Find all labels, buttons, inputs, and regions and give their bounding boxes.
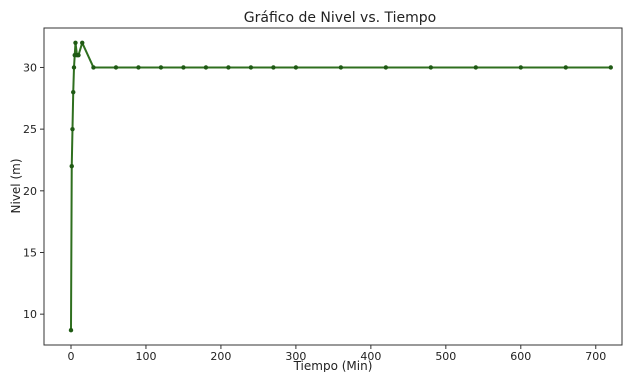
x-tick-label: 300 <box>285 350 306 363</box>
y-tick-label: 20 <box>23 185 37 198</box>
x-tick-label: 200 <box>210 350 231 363</box>
data-point <box>383 65 389 70</box>
y-tick-label: 10 <box>23 308 37 321</box>
data-point <box>71 89 76 95</box>
y-tick-label: 25 <box>23 123 37 136</box>
x-axis: 0 100 200 300 400 500 600 700 <box>67 345 606 363</box>
x-axis-label: Tiempo (Min) <box>293 359 373 372</box>
y-tick-label: 30 <box>23 61 37 74</box>
chart-title: Gráfico de Nivel vs. Tiempo <box>244 10 436 26</box>
x-tick-label: 400 <box>360 350 381 363</box>
data-point <box>271 65 276 70</box>
x-tick-label: 600 <box>510 350 531 363</box>
y-axis: 10 15 20 25 30 <box>23 61 44 321</box>
data-point <box>293 65 299 70</box>
x-tick-label: 700 <box>585 350 606 363</box>
x-tick-label: 0 <box>67 350 74 363</box>
data-point <box>80 40 85 46</box>
series-line <box>69 41 611 331</box>
data-point <box>248 65 254 70</box>
data-point <box>203 65 209 70</box>
data-point <box>473 65 479 70</box>
data-point <box>71 65 77 70</box>
data-point <box>563 65 568 70</box>
data-point <box>70 126 75 132</box>
data-point <box>73 40 78 46</box>
x-tick-label: 500 <box>435 350 456 363</box>
data-point <box>181 65 186 70</box>
data-point <box>69 163 74 169</box>
y-axis-label: Nivel (m) <box>9 159 23 214</box>
data-point <box>428 65 434 70</box>
x-tick-label: 100 <box>135 350 156 363</box>
data-point <box>158 65 164 70</box>
data-point <box>91 65 96 70</box>
data-point <box>136 65 141 70</box>
data-point <box>338 65 344 70</box>
data-point <box>518 65 523 70</box>
data-point <box>76 52 81 58</box>
data-point <box>608 65 613 70</box>
data-point <box>113 65 119 70</box>
y-tick-label: 15 <box>23 246 37 259</box>
data-point <box>226 65 231 70</box>
plot-frame <box>43 27 623 346</box>
data-point <box>68 327 74 333</box>
series-points <box>68 40 613 333</box>
